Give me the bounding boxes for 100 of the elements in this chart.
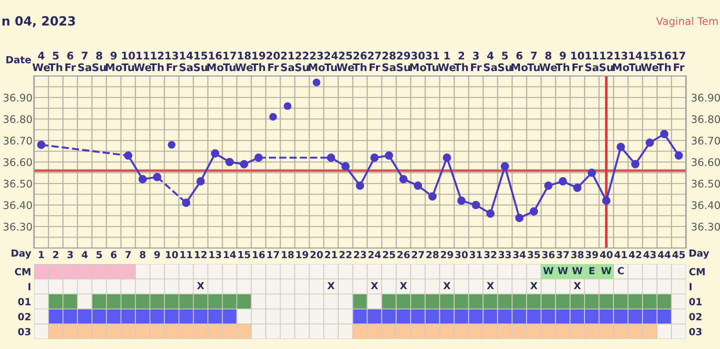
x2-tick-label: 23 Mo	[308, 52, 325, 72]
x2-tick-label: 5 Th	[48, 52, 62, 72]
point	[384, 151, 394, 160]
x2-tick-label: 19 Th	[251, 52, 266, 72]
x2-tick-label: 6 Fr	[65, 52, 76, 72]
y2-tick-label: 36.60	[692, 158, 720, 166]
text: X	[443, 282, 450, 290]
x2-tick-label: 14 Sa	[180, 52, 193, 72]
point	[428, 192, 437, 201]
point	[326, 154, 336, 162]
point	[196, 177, 205, 186]
y-tick-label: 36.90	[4, 94, 32, 102]
x2-tick-label: 13 Fr	[166, 52, 178, 72]
x-tick-label: 29	[440, 250, 454, 258]
x-tick-label: 32	[484, 250, 496, 258]
point	[646, 138, 654, 147]
x2-tick-label: 2 Th	[454, 52, 468, 72]
x2-tick-label: 24 Tu	[324, 52, 338, 72]
text: W	[572, 267, 582, 274]
x-tick-label: 25	[382, 250, 396, 258]
category-label: 02	[689, 312, 702, 320]
x2-tick-label: 8 We	[540, 52, 557, 72]
x-tick-label: 17	[267, 251, 280, 258]
category-label: 01	[18, 298, 31, 306]
chart-title: n 04, 2023	[2, 16, 75, 28]
point	[457, 196, 466, 205]
point	[341, 162, 350, 170]
x-tick-label: 1	[38, 251, 44, 258]
x-tick-label: 38	[571, 250, 584, 258]
text: W	[543, 267, 554, 274]
y-tick-label: 36.60	[4, 158, 32, 166]
category-label: 02	[18, 312, 30, 320]
x2-tick-label: 9 Th	[556, 52, 570, 72]
x-tick-label: 26	[397, 250, 410, 258]
point	[370, 154, 379, 162]
x-tick-label: 13	[209, 250, 222, 258]
y-tick-label: 36.50	[4, 180, 32, 188]
x2-tick-label: 7 Tu	[527, 52, 540, 72]
y-tick-label: 36.30	[4, 222, 32, 231]
category-label: I	[690, 283, 692, 290]
x-tick-label: 2	[53, 250, 58, 258]
x2-tick-label: 29 Su	[396, 52, 410, 72]
x-tick-label: 3	[67, 250, 73, 258]
x2-tick-label: 17 Fr	[672, 52, 686, 72]
x2-tick-label: 25 We	[336, 52, 354, 72]
text: X	[197, 282, 204, 290]
point	[602, 196, 610, 205]
x-axis-title: Day	[12, 250, 32, 259]
x-tick-label: 19	[296, 250, 308, 258]
x2-tick-label: 8 Su	[92, 52, 106, 72]
y2-tick-label: 36.50	[692, 180, 720, 188]
x-tick-label: 36	[542, 250, 555, 258]
x2-tick-label: 27 Fr	[368, 52, 381, 72]
point	[312, 78, 320, 86]
point	[442, 154, 452, 162]
x2-tick-label: 1 We	[438, 52, 456, 72]
x-tick-label: 14	[224, 251, 236, 258]
x-tick-label: 18	[282, 250, 294, 258]
x2-tick-label: 10 Tu	[122, 52, 135, 72]
point	[269, 113, 277, 121]
x2-tick-label: 3 Fr	[471, 52, 482, 72]
point	[37, 140, 46, 149]
category-label: I	[28, 283, 30, 290]
text: X	[530, 282, 538, 290]
x2-axis-title: Date	[6, 56, 31, 64]
point	[138, 175, 147, 184]
category-label: 03	[689, 328, 702, 336]
x2-tick-label: 28 Sa	[382, 52, 396, 72]
point	[558, 177, 568, 186]
x-tick-label: 27	[412, 250, 424, 258]
point	[530, 207, 538, 216]
point	[544, 181, 553, 190]
category-label: 01	[689, 298, 702, 306]
x-tick-label: 5	[96, 251, 102, 258]
y2-tick-label: 36.80	[692, 115, 720, 124]
x2-tick-label: 6 Mo	[512, 52, 528, 72]
x-tick-label: 35	[528, 250, 540, 258]
x2-tick-label: 30 Mo	[410, 52, 426, 72]
x2-tick-label: 11 Sa	[585, 52, 598, 72]
x-tick-label: 21	[325, 250, 338, 258]
x-tick-label: 45	[672, 251, 685, 258]
point	[399, 175, 408, 184]
x2-tick-label: 11 We	[134, 52, 152, 72]
point	[486, 209, 495, 218]
text: X	[400, 282, 408, 290]
x-tick-label: 9	[154, 250, 160, 258]
x-tick-label: 31	[470, 250, 482, 258]
point	[182, 198, 190, 208]
text: W	[558, 267, 568, 274]
point	[168, 140, 176, 149]
point	[674, 151, 683, 160]
x-tick-label: 33	[498, 250, 511, 258]
x2-tick-label: 18 We	[235, 52, 253, 72]
point	[472, 200, 480, 210]
point	[210, 149, 220, 158]
y-tick-label: 36.70	[4, 136, 32, 145]
text: X	[370, 282, 378, 290]
x-tick-label: 40	[600, 250, 613, 258]
x2-tick-label: 31 Tu	[426, 52, 439, 72]
x-tick-label: 16	[252, 250, 265, 258]
